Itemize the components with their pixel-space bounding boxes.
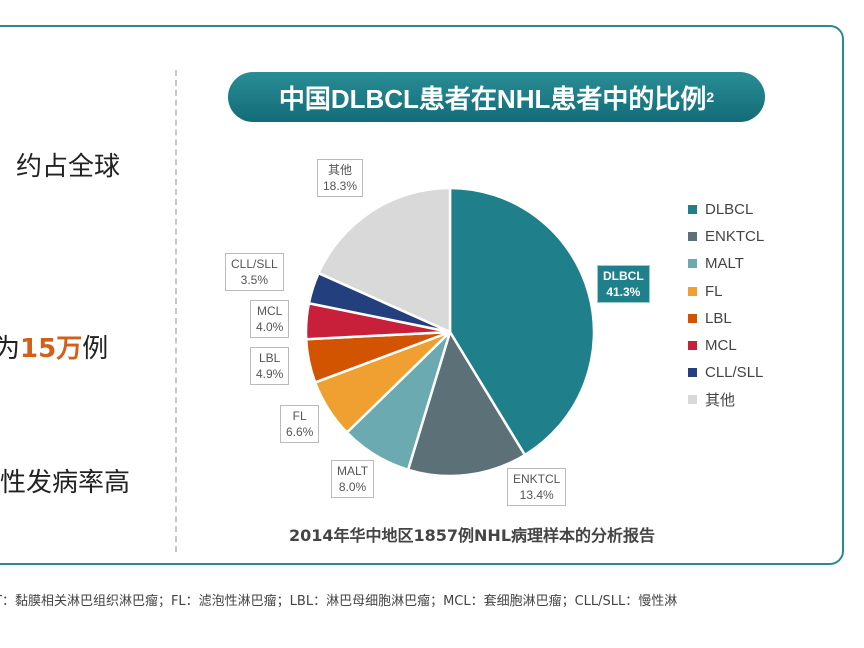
data-label-value: 4.9% <box>256 367 284 381</box>
data-label-value: 18.3% <box>323 179 358 193</box>
data-label-name: MCL <box>257 304 283 318</box>
legend-swatch <box>688 341 697 351</box>
data-label-name: LBL <box>259 351 281 365</box>
data-label: DLBCL 41.3% <box>597 265 650 303</box>
data-label: FL 6.6% <box>280 405 320 443</box>
legend-label: ENKTCL <box>705 228 765 246</box>
data-label: MCL 4.0% <box>250 300 290 338</box>
legend-swatch <box>688 232 697 242</box>
chart-title: 中国DLBCL患者在NHL患者中的比例 2 <box>228 72 765 122</box>
data-label: LBL 4.9% <box>250 347 290 385</box>
title-superscript: 2 <box>706 89 715 105</box>
divider <box>175 70 177 552</box>
legend-label: CLL/SLL <box>705 364 764 382</box>
data-label-value: 4.0% <box>256 320 284 334</box>
chart-source: 2014年华中地区1857例NHL病理样本的分析报告 <box>288 526 656 545</box>
data-label-value: 3.5% <box>240 273 269 287</box>
title-text: 中国DLBCL患者在NHL患者中的比例 <box>278 83 707 114</box>
left-text-3: 性发病率高 <box>0 468 131 498</box>
left-text-2: 为15万例 <box>0 328 108 365</box>
data-label-value: 41.3% <box>606 285 641 299</box>
left-text-1: 约占全球 <box>16 152 121 182</box>
data-label-name: FL <box>292 409 307 423</box>
data-label: CLL/SLL 3.5% <box>225 253 284 291</box>
data-label-name: ENKTCL <box>513 472 561 486</box>
data-label: MALT 8.0% <box>331 460 375 498</box>
legend-swatch <box>688 259 697 269</box>
legend-item: MCL <box>688 332 764 359</box>
pie-slice- <box>316 186 452 334</box>
footnote: T：黏膜相关淋巴组织淋巴瘤；FL：滤泡性淋巴瘤；LBL：淋巴母细胞淋巴瘤；MCL… <box>0 594 678 609</box>
data-label-name: 其他 <box>328 163 353 177</box>
data-label-name: MALT <box>337 464 369 478</box>
legend-item: FL <box>688 278 764 305</box>
legend-item: MALT <box>688 250 764 277</box>
text: 例 <box>82 334 109 364</box>
data-label-name: DLBCL <box>603 269 644 283</box>
legend-item: ENKTCL <box>688 223 764 250</box>
legend-swatch <box>688 205 697 215</box>
legend-swatch <box>688 368 697 378</box>
legend: DLBCL ENKTCL MALT FL LBL MCL CLL/SLL 其他 <box>688 196 764 414</box>
data-label-value: 6.6% <box>286 425 314 439</box>
legend-item: LBL <box>688 305 764 332</box>
data-label: ENKTCL 13.4% <box>507 468 567 506</box>
data-label-value: 8.0% <box>338 480 367 494</box>
legend-label: 其他 <box>705 392 736 410</box>
legend-swatch <box>688 286 697 296</box>
legend-item: DLBCL <box>688 196 764 223</box>
legend-label: MCL <box>705 337 737 355</box>
legend-label: LBL <box>705 309 732 327</box>
data-label-value: 13.4% <box>519 488 554 502</box>
legend-swatch <box>688 395 697 405</box>
text: 为 <box>0 334 21 364</box>
legend-label: FL <box>705 282 723 300</box>
legend-item: 其他 <box>688 386 764 413</box>
highlight-number: 15万 <box>20 334 83 364</box>
pie-slice-dlbcl <box>448 186 596 457</box>
content-card <box>0 25 844 565</box>
data-label: 其他 18.3% <box>317 159 364 197</box>
legend-swatch <box>688 313 697 323</box>
pie-slice-enktcl <box>406 328 527 478</box>
legend-label: DLBCL <box>705 201 754 219</box>
legend-label: MALT <box>705 255 744 273</box>
legend-item: CLL/SLL <box>688 359 764 386</box>
data-label-name: CLL/SLL <box>231 257 278 271</box>
